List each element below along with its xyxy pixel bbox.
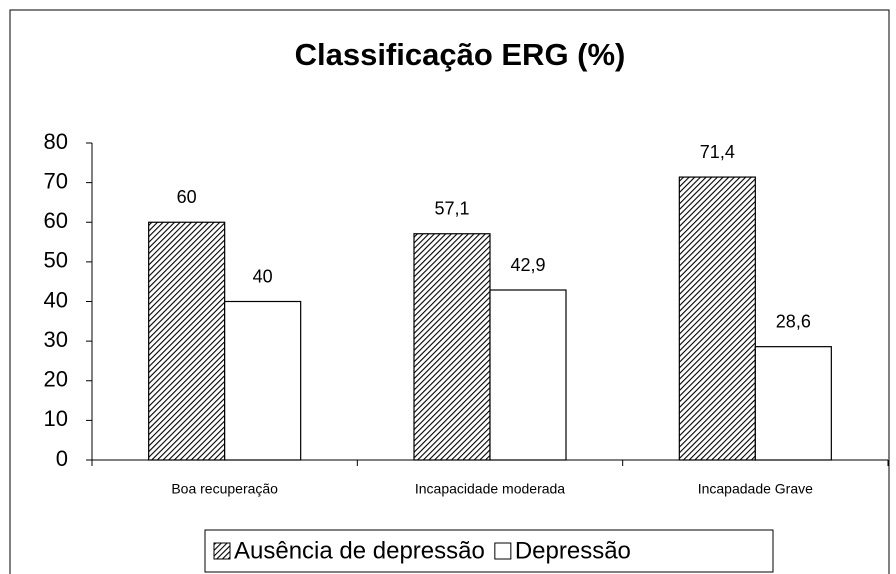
x-tick-label: Incapacidade moderada xyxy=(415,481,565,497)
legend-box xyxy=(204,529,774,573)
bar xyxy=(754,346,832,461)
legend-label: Ausência de depressão xyxy=(234,537,485,564)
value-label: 57,1 xyxy=(434,198,469,218)
bar xyxy=(678,176,756,461)
y-tick-label: 70 xyxy=(44,168,68,193)
x-tick-label: Incapadade Grave xyxy=(698,481,813,497)
value-label: 40 xyxy=(253,266,273,286)
bar xyxy=(224,300,302,461)
y-tick-label: 0 xyxy=(56,446,68,471)
y-tick-label: 80 xyxy=(44,129,68,154)
bar xyxy=(489,289,567,461)
y-tick-label: 60 xyxy=(44,208,68,233)
y-tick-label: 10 xyxy=(44,406,68,431)
bar xyxy=(148,221,226,461)
value-label: 60 xyxy=(177,187,197,207)
legend-label: Depressão xyxy=(515,537,631,564)
y-tick-label: 20 xyxy=(44,367,68,392)
y-tick-label: 40 xyxy=(44,287,68,312)
x-tick-label: Boa recuperação xyxy=(171,481,278,497)
legend-swatch xyxy=(494,542,512,560)
value-label: 71,4 xyxy=(700,142,735,162)
value-label: 42,9 xyxy=(510,255,545,275)
y-tick-label: 30 xyxy=(44,327,68,352)
bar xyxy=(413,233,491,461)
y-tick-label: 50 xyxy=(44,248,68,273)
chart-title: Classificação ERG (%) xyxy=(295,37,626,72)
legend-swatch xyxy=(213,542,231,560)
value-label: 28,6 xyxy=(776,311,811,331)
